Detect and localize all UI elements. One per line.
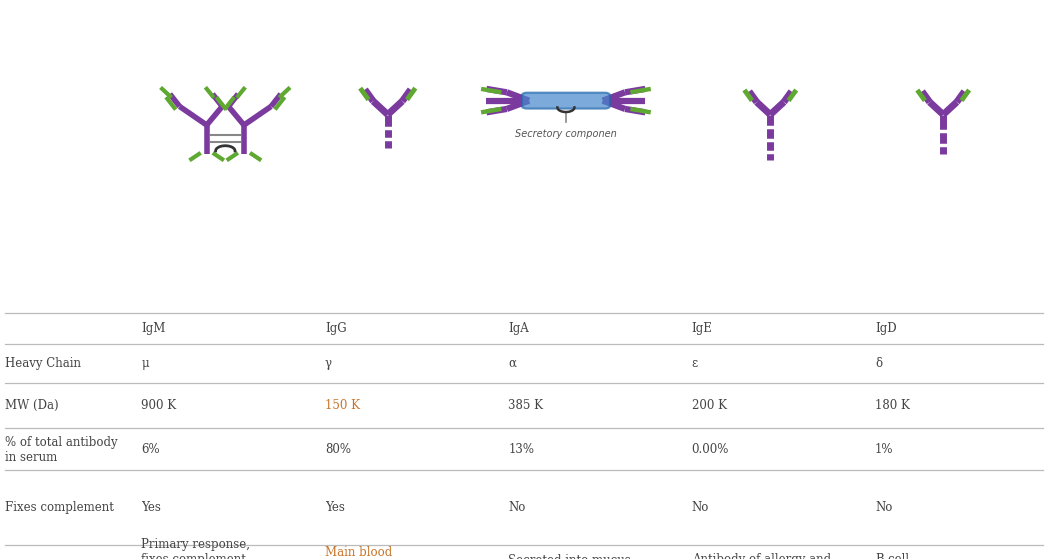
Text: IgD: IgD	[875, 322, 897, 335]
Text: No: No	[875, 501, 893, 514]
Text: γ: γ	[325, 357, 332, 370]
Text: Yes: Yes	[141, 501, 161, 514]
Text: 150 K: 150 K	[325, 399, 359, 412]
FancyBboxPatch shape	[522, 93, 610, 108]
Text: IgE: IgE	[692, 322, 713, 335]
Text: 6%: 6%	[141, 443, 160, 457]
Text: Main blood
antibody,    neutralizes
toxins, opsonization: Main blood antibody, neutralizes toxins,…	[325, 546, 460, 559]
Text: 200 K: 200 K	[692, 399, 726, 412]
Text: 1%: 1%	[875, 443, 894, 457]
Text: 0.00%: 0.00%	[692, 443, 729, 457]
Text: % of total antibody
in serum: % of total antibody in serum	[5, 436, 117, 464]
Text: δ: δ	[875, 357, 882, 370]
Text: No: No	[692, 501, 709, 514]
Text: α: α	[508, 357, 517, 370]
Text: Secretory componen: Secretory componen	[515, 129, 617, 139]
Text: 180 K: 180 K	[875, 399, 910, 412]
Text: No: No	[508, 501, 526, 514]
Text: Heavy Chain: Heavy Chain	[5, 357, 82, 370]
Text: B-cell
receptor: B-cell receptor	[875, 553, 926, 559]
Text: Antibody of allergy and
anti-parasitic activity: Antibody of allergy and anti-parasitic a…	[692, 553, 831, 559]
Text: Secreted into mucus,
tears, saliva: Secreted into mucus, tears, saliva	[508, 553, 635, 559]
Text: 80%: 80%	[325, 443, 351, 457]
Text: 385 K: 385 K	[508, 399, 543, 412]
Text: 13%: 13%	[508, 443, 534, 457]
Text: Fixes complement: Fixes complement	[5, 501, 114, 514]
Text: Yes: Yes	[325, 501, 345, 514]
Text: MW (Da): MW (Da)	[5, 399, 59, 412]
Text: Primary response,
fixes complement
monomer serves as
B-cell receptor: Primary response, fixes complement monom…	[141, 538, 257, 559]
Text: ε: ε	[692, 357, 698, 370]
Text: μ: μ	[141, 357, 149, 370]
Text: IgG: IgG	[325, 322, 347, 335]
Text: IgM: IgM	[141, 322, 166, 335]
Text: 900 K: 900 K	[141, 399, 177, 412]
Text: IgA: IgA	[508, 322, 529, 335]
